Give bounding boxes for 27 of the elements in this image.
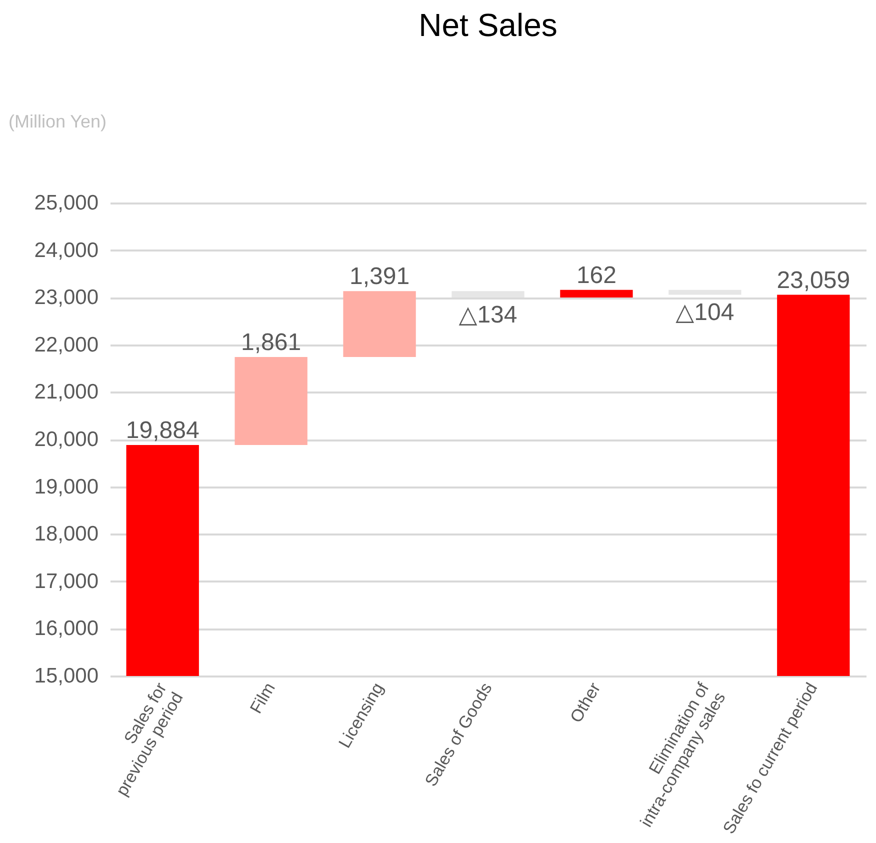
bar bbox=[234, 356, 308, 445]
bar bbox=[343, 291, 416, 357]
y-tick-label: 21,000 bbox=[34, 380, 98, 404]
y-tick-label: 22,000 bbox=[34, 333, 98, 356]
y-tick-label: 18,000 bbox=[34, 522, 98, 546]
data-label: 23,059 bbox=[776, 266, 850, 294]
chart-title: Net Sales bbox=[418, 7, 558, 43]
bar bbox=[452, 291, 524, 298]
y-tick-label: 15,000 bbox=[34, 664, 98, 688]
data-label: 1,391 bbox=[350, 263, 410, 290]
y-tick-label: 19,000 bbox=[34, 475, 98, 498]
data-label: 19,884 bbox=[126, 416, 200, 444]
y-tick-label: 23,000 bbox=[34, 286, 98, 310]
data-label: △104 bbox=[676, 298, 734, 326]
data-label: 1,861 bbox=[241, 328, 302, 356]
bar bbox=[668, 290, 742, 295]
bar bbox=[126, 444, 199, 676]
y-tick-label: 17,000 bbox=[34, 570, 98, 593]
y-tick-label: 20,000 bbox=[34, 428, 98, 451]
y-tick-label: 16,000 bbox=[34, 617, 98, 640]
data-label: △134 bbox=[458, 302, 518, 329]
y-tick-label: 25,000 bbox=[34, 192, 98, 214]
bar bbox=[560, 290, 633, 298]
data-label: 162 bbox=[576, 262, 616, 289]
bar bbox=[777, 294, 850, 676]
y-tick-label: 24,000 bbox=[34, 238, 98, 262]
y-axis-title: (Million Yen) bbox=[8, 112, 107, 132]
